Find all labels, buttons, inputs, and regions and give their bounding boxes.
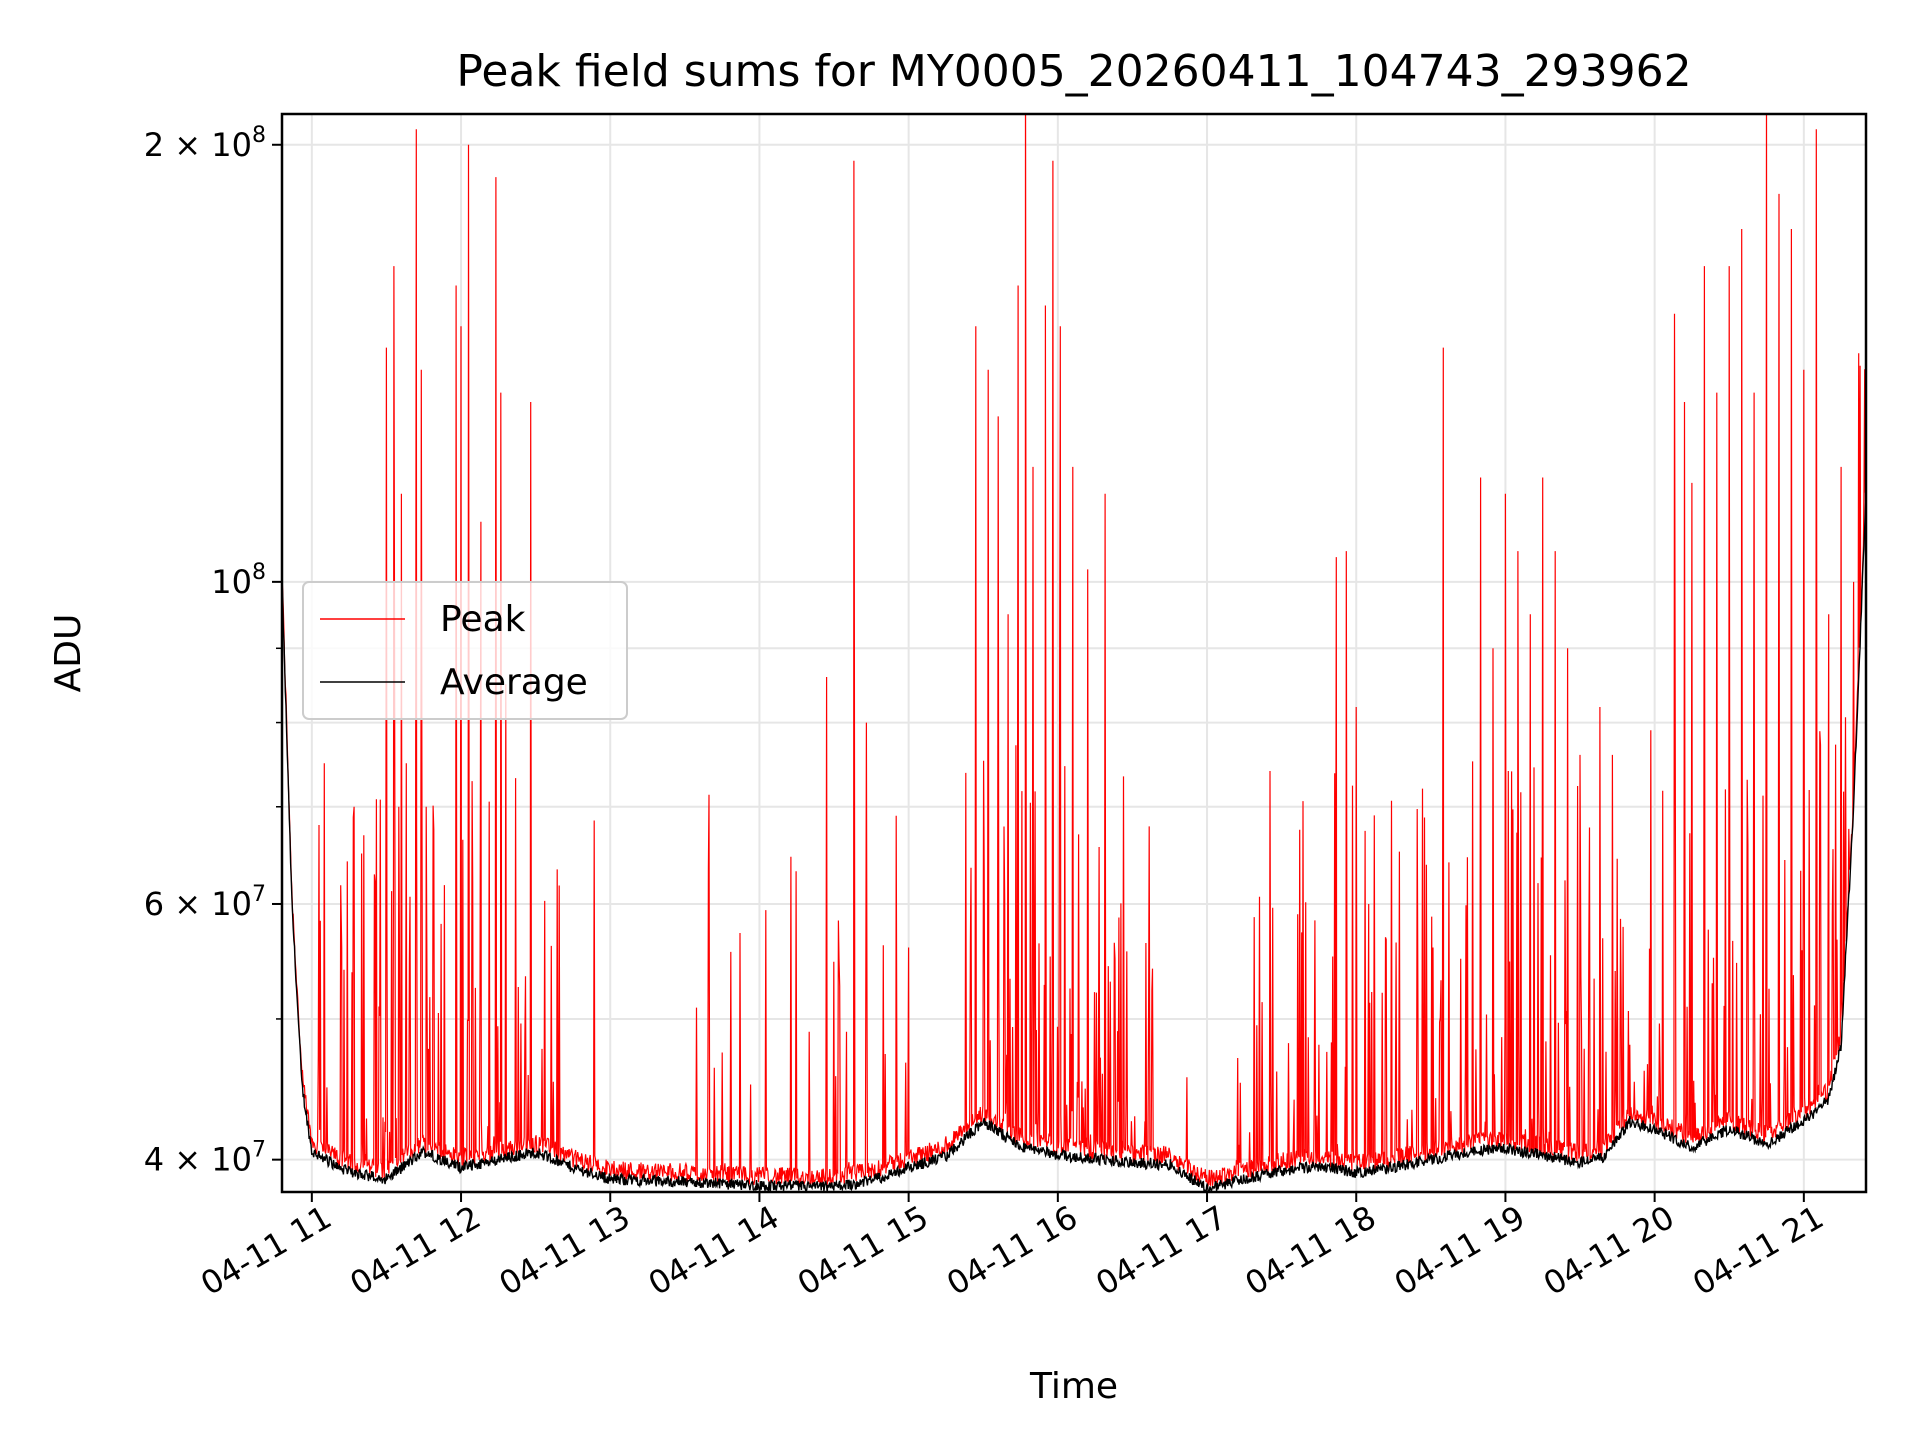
chart-title: Peak field sums for MY0005_20260411_1047… [456, 46, 1691, 97]
y-axis-ticks: 4 × 107 6 × 107 108 2 × 108 [144, 123, 282, 1179]
legend: Peak Average [302, 581, 628, 720]
y-tick-label: 4 × 107 [144, 1138, 266, 1179]
legend-box [302, 581, 628, 720]
series-layer [282, 114, 1866, 1192]
legend-label-peak: Peak [440, 599, 526, 640]
y-tick-label: 108 [211, 560, 266, 601]
series-line-average [282, 496, 1866, 1192]
plot-frame [280, 112, 1868, 1194]
y-tick-label: 6 × 107 [144, 882, 266, 923]
legend-label-average: Average [440, 662, 588, 703]
y-axis-label: ADU [48, 614, 89, 693]
series-line-peak [282, 114, 1866, 1188]
y-tick-label: 2 × 108 [144, 123, 266, 164]
x-axis-label: Time [1029, 1366, 1118, 1407]
